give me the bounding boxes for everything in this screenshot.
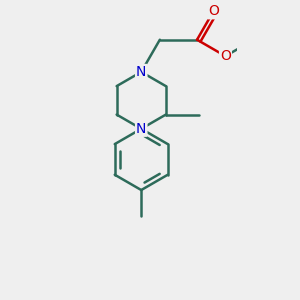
Text: O: O — [220, 49, 231, 63]
Text: N: N — [136, 122, 146, 136]
Text: O: O — [208, 4, 219, 18]
Text: N: N — [136, 65, 146, 79]
